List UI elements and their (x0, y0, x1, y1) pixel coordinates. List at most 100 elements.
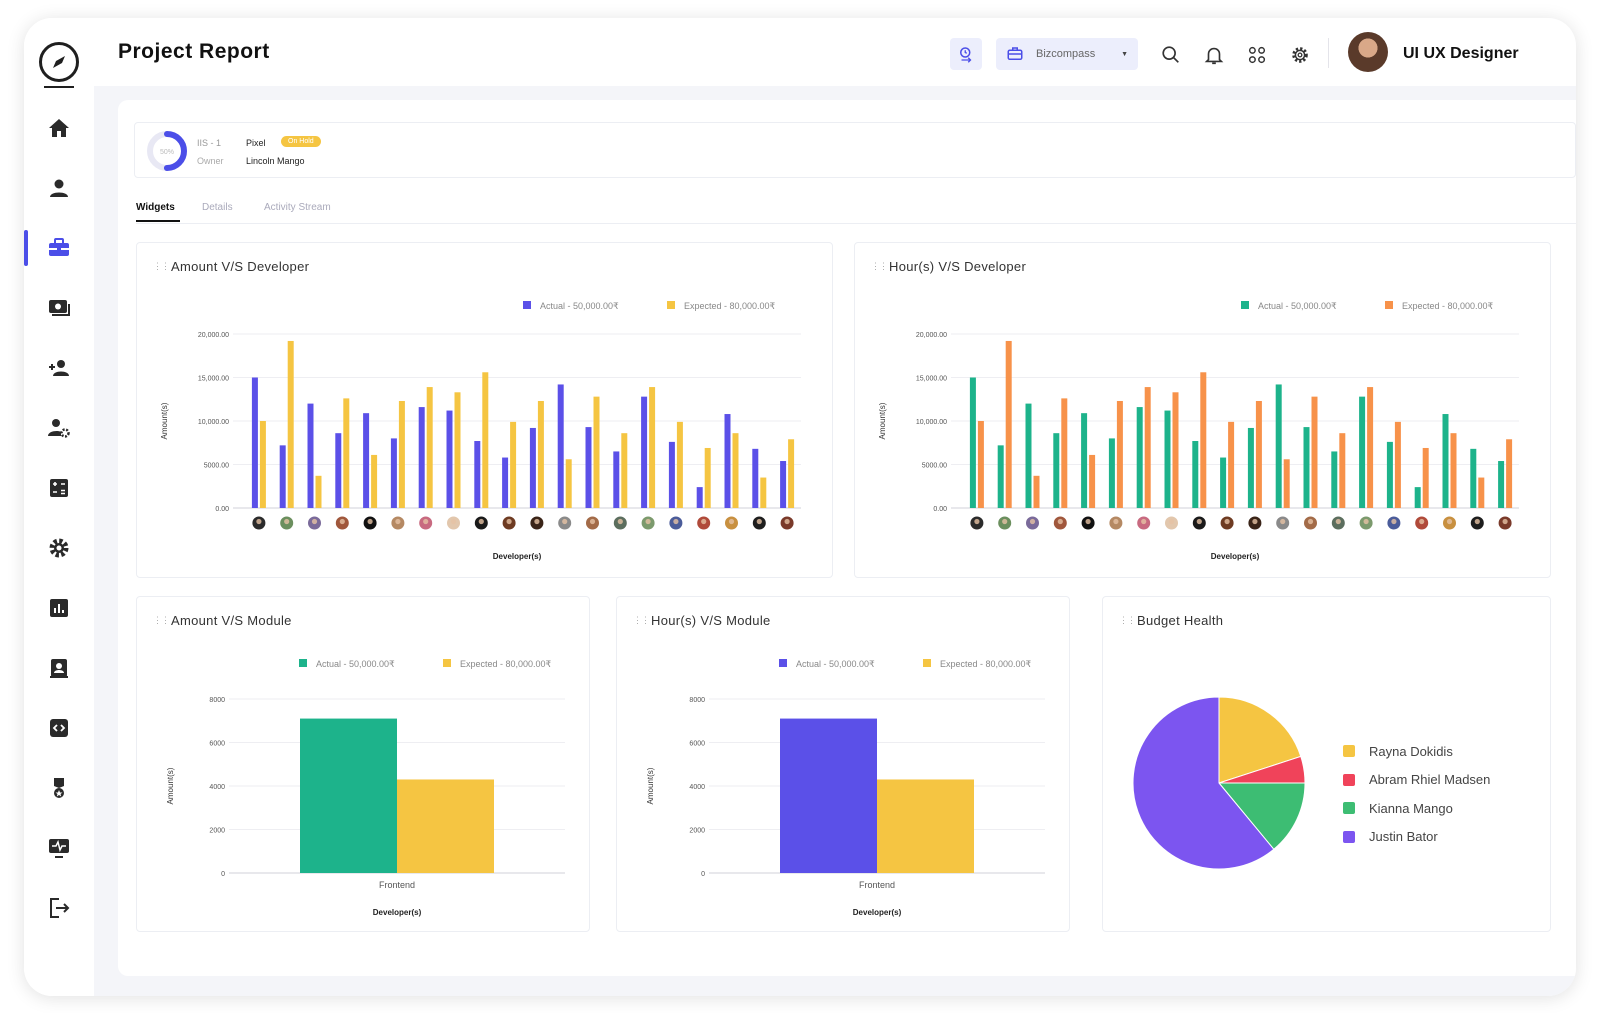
y-tick-label: 20,000.00 (198, 332, 229, 339)
sidebar-item-awards[interactable] (24, 768, 94, 808)
workspace-select[interactable]: Bizcompass ▼ (996, 38, 1138, 70)
developer-avatar-face (311, 518, 318, 525)
developer-avatar-face (1085, 518, 1091, 525)
amount-module-card: ⋮⋮ Amount V/S Module Actual - 50,000.00₹… (136, 596, 590, 932)
content-panel: 50% IIS - 1 Pixel On Hold Owner Lincoln … (118, 100, 1576, 976)
bar (1283, 459, 1290, 508)
developer-avatar-face (1391, 518, 1397, 525)
tab-activity-stream[interactable]: Activity Stream (264, 202, 331, 213)
bar (1228, 421, 1235, 508)
sidebar-item-monitor[interactable] (24, 828, 94, 868)
y-tick-label: 0 (701, 871, 705, 878)
sidebar-item-contacts[interactable] (24, 648, 94, 688)
bar (593, 396, 600, 508)
developer-avatar-face (284, 518, 290, 525)
bar (1478, 477, 1485, 508)
legend-label: Expected - 80,000.00₹ (940, 659, 1032, 669)
developer-avatar-face (1057, 518, 1063, 525)
developer-avatar-face (506, 518, 512, 525)
sidebar-item-user-settings[interactable] (24, 408, 94, 448)
drag-handle-icon[interactable]: ⋮⋮ (633, 615, 650, 625)
bar (502, 457, 509, 508)
drag-handle-icon[interactable]: ⋮⋮ (1119, 615, 1136, 625)
developer-avatar-face (1168, 518, 1175, 525)
legend-swatch (1385, 301, 1393, 309)
legend-label: Expected - 80,000.00₹ (684, 301, 776, 311)
bar (1136, 407, 1143, 508)
sidebar-item-users[interactable] (24, 168, 94, 208)
y-tick-label: 8000 (209, 697, 225, 704)
header-divider (1328, 38, 1329, 68)
bar (537, 400, 544, 508)
project-code: IIS - 1 (197, 138, 222, 148)
legend-swatch (1241, 301, 1249, 309)
sidebar-item-code[interactable] (24, 708, 94, 748)
code-icon (50, 719, 68, 737)
progress-label: 50% (160, 149, 174, 156)
tab-widgets[interactable]: Widgets (136, 202, 175, 213)
y-axis-label: Amount(s) (166, 767, 175, 804)
bar (454, 392, 461, 508)
compass-logo-icon[interactable] (39, 42, 79, 82)
y-tick-label: 20,000.00 (916, 332, 947, 339)
bell-icon[interactable] (1203, 44, 1225, 66)
y-tick-label: 5000.00 (922, 463, 947, 470)
bar (1061, 398, 1068, 508)
apps-grid-icon[interactable] (1246, 44, 1268, 66)
legend-swatch (443, 659, 451, 667)
developer-avatar-face (1224, 518, 1230, 525)
app-window: Project Report Bizcompass ▼ UI UX Design… (24, 18, 1576, 996)
legend-label: Kianna Mango (1369, 800, 1453, 816)
hours-developer-card: ⋮⋮ Hour(s) V/S Developer Actual - 50,000… (854, 242, 1551, 578)
sidebar-item-logout[interactable] (24, 888, 94, 928)
drag-handle-icon[interactable]: ⋮⋮ (153, 261, 170, 271)
sidebar-item-add-user[interactable] (24, 348, 94, 388)
sidebar-item-home[interactable] (24, 108, 94, 148)
bar (1498, 461, 1505, 508)
x-axis-label: Developer(s) (493, 552, 542, 561)
amount-developer-card: ⋮⋮ Amount V/S Developer Actual - 50,000.… (136, 242, 833, 578)
bar (307, 403, 314, 508)
bar (1089, 454, 1096, 508)
bar (724, 414, 731, 508)
developer-avatar-face (645, 518, 651, 525)
developer-avatar-face (1307, 518, 1314, 525)
user-name[interactable]: UI UX Designer (1403, 45, 1519, 62)
bar (418, 407, 425, 508)
sidebar-item-reports[interactable] (24, 588, 94, 628)
bar (1386, 441, 1393, 508)
bar (1470, 448, 1477, 508)
bar (1200, 372, 1207, 508)
developer-avatar-face (1280, 518, 1286, 525)
bar (474, 441, 481, 508)
sidebar-item-projects[interactable] (24, 228, 94, 268)
drag-handle-icon[interactable]: ⋮⋮ (153, 615, 170, 625)
logo-divider (44, 86, 74, 88)
bar (315, 475, 322, 508)
tab-details[interactable]: Details (202, 202, 233, 213)
sidebar-item-payments[interactable] (24, 288, 94, 328)
bar (510, 421, 517, 508)
search-icon[interactable] (1160, 44, 1182, 66)
developer-avatar-face (1113, 518, 1119, 525)
developer-avatar-face (617, 518, 623, 525)
budget-health-card: ⋮⋮ Budget Health Rayna Dokidis Abram Rhi… (1102, 596, 1551, 932)
bar (565, 459, 572, 508)
bar (482, 372, 489, 508)
bar (788, 439, 795, 508)
gear-icon[interactable] (1289, 44, 1311, 66)
y-axis-label: Amount(s) (878, 402, 887, 439)
top-header: Project Report Bizcompass ▼ UI UX Design… (94, 18, 1576, 86)
pie-slice (1218, 696, 1302, 784)
user-avatar[interactable] (1348, 32, 1388, 72)
chevron-down-icon: ▼ (1121, 50, 1128, 58)
stopwatch-icon (960, 47, 972, 63)
bar (335, 433, 342, 508)
timer-button[interactable] (950, 38, 982, 70)
legend-label: Actual - 50,000.00₹ (540, 301, 619, 311)
sidebar-item-calculator[interactable] (24, 468, 94, 508)
sidebar-item-settings[interactable] (24, 528, 94, 568)
developer-avatar-face (756, 518, 762, 525)
drag-handle-icon[interactable]: ⋮⋮ (871, 261, 888, 271)
y-tick-label: 10,000.00 (916, 419, 947, 426)
